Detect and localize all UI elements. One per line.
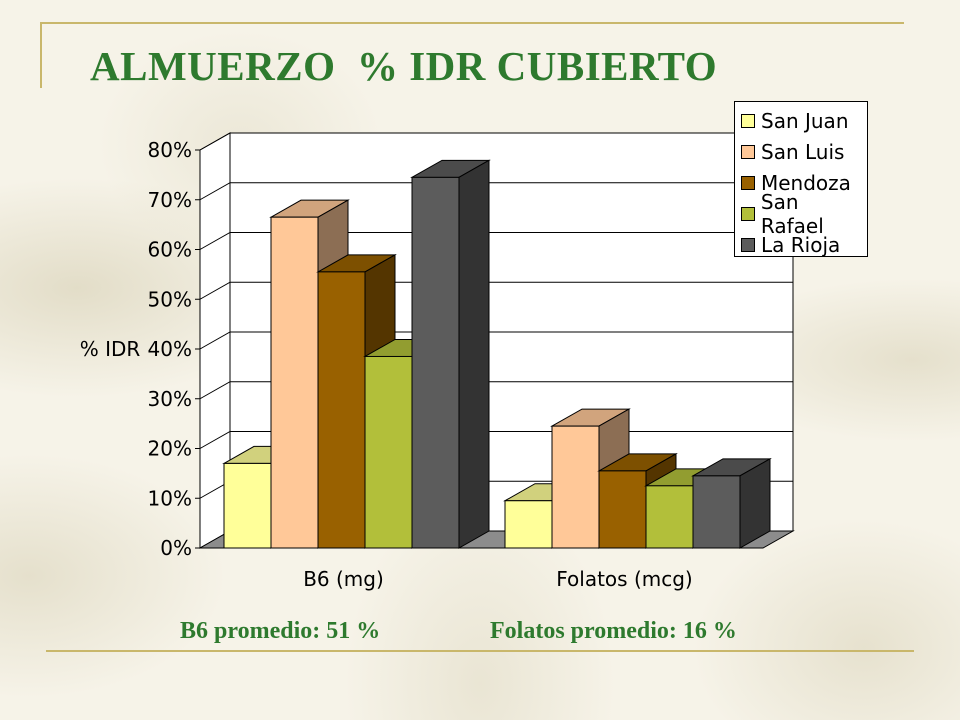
gridline: [199, 232, 793, 250]
left-rule: [40, 22, 42, 88]
legend-swatch: [741, 206, 755, 221]
gridline: [199, 281, 793, 300]
bar-front-face: [645, 485, 694, 549]
legend-item: San Juan: [741, 105, 867, 136]
bar-front-face: [223, 462, 272, 549]
bar-front-face: [551, 425, 600, 549]
y-tick-label: 30%: [148, 387, 192, 411]
bar-front-face: [504, 500, 553, 549]
y-tick-label: 80%: [148, 138, 192, 162]
slide-title: ALMUERZO % IDR CUBIERTO: [90, 43, 718, 89]
chart-bars: [222, 159, 772, 549]
y-tick-label: 10%: [148, 486, 192, 510]
x-category-label: B6 (mg): [303, 567, 384, 591]
legend-label: San Luis: [761, 139, 845, 164]
legend-label: La Rioja: [761, 232, 841, 257]
bar: [410, 159, 491, 549]
legend-label: Mendoza: [761, 170, 851, 195]
legend-swatch: [741, 113, 755, 128]
bar-front-face: [317, 271, 366, 549]
y-tick-label: 60%: [148, 238, 192, 262]
bar-side-face: [458, 159, 490, 549]
folatos-average-text: Folatos promedio: 16 %: [490, 618, 737, 644]
bottom-rule: [46, 650, 914, 652]
gridline: [199, 381, 793, 400]
chart-legend: San Juan San Luis Mendoza San Rafael La Rioj…: [734, 101, 868, 257]
gridline: [199, 331, 793, 350]
gridline: [199, 132, 793, 151]
y-tick-label: 50%: [148, 287, 192, 311]
x-category-label: Folatos (mcg): [556, 567, 692, 591]
top-rule: [40, 22, 904, 24]
y-tick-label: 20%: [148, 437, 192, 461]
legend-label: San Rafael: [760, 189, 824, 238]
bar-front-face: [692, 475, 741, 549]
y-axis-label: % IDR: [80, 337, 141, 361]
legend-item: San Luis: [741, 136, 867, 167]
y-tick-label: 70%: [148, 188, 192, 212]
legend-item: La Rioja: [741, 229, 867, 260]
legend-swatch: [741, 175, 755, 190]
legend-swatch: [741, 237, 755, 252]
legend-label: San Juan: [761, 108, 849, 133]
chart-labels: 0% 10% 20% 30% 40% 50% 60% 70% 80% % IDR B6 (mg) Fo…: [80, 138, 693, 591]
bar-front-face: [270, 216, 319, 549]
y-tick-label: 40%: [148, 337, 192, 361]
bar-front-face: [598, 470, 647, 549]
legend-item: Mendoza: [741, 167, 867, 198]
bar: [691, 458, 772, 549]
b6-average-text: B6 promedio: 51 %: [180, 618, 381, 644]
legend-item: San Rafael: [741, 190, 867, 238]
bar-front-face: [411, 176, 460, 549]
gridline: [199, 182, 793, 201]
bar-front-face: [364, 355, 413, 549]
legend-swatch: [741, 144, 755, 159]
y-tick-label: 0%: [160, 536, 192, 560]
